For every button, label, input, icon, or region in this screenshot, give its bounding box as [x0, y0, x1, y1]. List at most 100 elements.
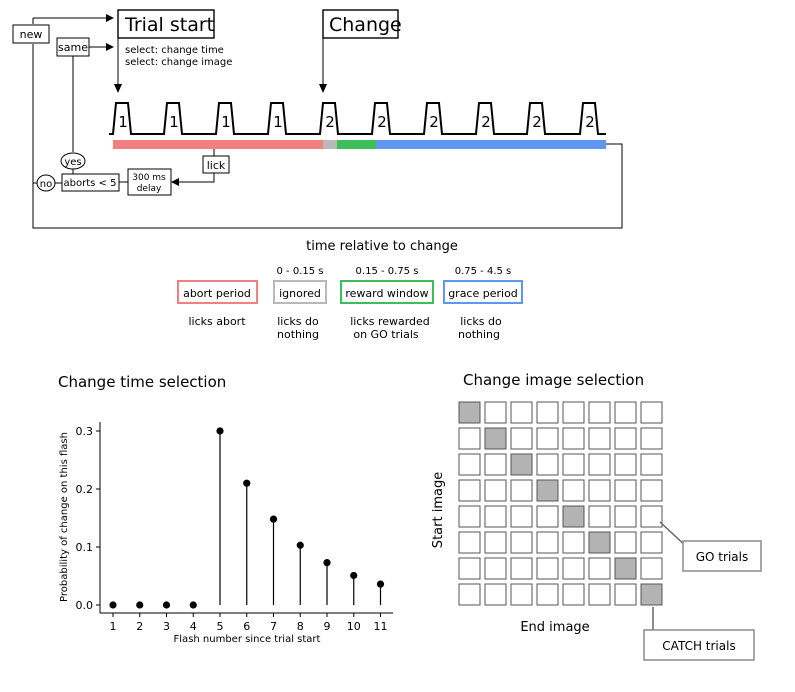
select-change-time: select: change time: [125, 45, 224, 56]
matrix-cells: [458, 401, 663, 606]
x-tick-label-3: 3: [163, 620, 170, 633]
catch-cell: [640, 583, 663, 606]
go-cell: [640, 531, 663, 554]
go-cell: [640, 505, 663, 528]
go-cell: [536, 401, 559, 424]
chart-xlabel: Flash number since trial start: [174, 634, 321, 645]
abort-period-label: abort period: [183, 287, 251, 300]
catch-trials-box: [643, 629, 755, 661]
reward-window-desc-1: licks rewarded: [350, 315, 430, 328]
chart-marks: 1 2 3 4 5 6 7 8 9 10 11 0.0 0.1 0.2 0.3: [76, 425, 388, 633]
go-cell: [614, 505, 637, 528]
catch-cell: [614, 557, 637, 580]
go-cell: [640, 557, 663, 580]
flash-number-1: 1: [118, 113, 128, 131]
grace-period-label: grace period: [448, 287, 518, 300]
ignored-range: 0 - 0.15 s: [277, 266, 324, 277]
x-tick-label-10: 10: [347, 620, 361, 633]
change-image-matrix: Change image selection Start image End i…: [431, 371, 762, 661]
go-cell: [640, 479, 663, 502]
grace-period-desc-1: licks do: [460, 315, 502, 328]
go-cell: [458, 583, 481, 606]
data-point-1: [109, 601, 117, 609]
period-legend: time relative to change abort period lic…: [177, 239, 523, 341]
go-cell: [614, 583, 637, 606]
go-cell: [562, 479, 585, 502]
go-cell: [562, 401, 585, 424]
yes-label: yes: [64, 157, 81, 168]
go-cell: [484, 479, 507, 502]
flash-number-5: 2: [325, 113, 335, 131]
ignored-bar: [323, 140, 337, 149]
change-label: Change: [329, 14, 402, 36]
go-cell: [510, 583, 533, 606]
go-cell: [640, 453, 663, 476]
same-label: same: [58, 41, 88, 54]
flow-diagram: new same Trial start select: change time…: [12, 9, 623, 229]
go-cell: [510, 531, 533, 554]
matrix-title: Change image selection: [463, 371, 644, 389]
go-cell: [458, 453, 481, 476]
go-cell: [484, 557, 507, 580]
x-tick-label-5: 5: [217, 620, 224, 633]
grace-period-box: [443, 280, 523, 304]
grace-period-bar: [376, 140, 606, 149]
go-cell: [458, 427, 481, 450]
new-label: new: [20, 28, 43, 41]
go-cell: [562, 583, 585, 606]
data-point-6: [243, 479, 251, 487]
go-cell: [614, 479, 637, 502]
y-tick-label-0.0: 0.0: [76, 599, 94, 612]
x-tick-label-8: 8: [297, 620, 304, 633]
x-tick-label-2: 2: [136, 620, 143, 633]
catch-cell: [588, 531, 611, 554]
arrowhead-trial-start: [114, 84, 122, 93]
y-tick-label-0.1: 0.1: [76, 541, 94, 554]
y-tick-label-0.3: 0.3: [76, 425, 94, 438]
flash-number-9: 2: [532, 113, 542, 131]
data-point-7: [269, 515, 278, 523]
reward-window-bar: [337, 140, 376, 149]
go-cell: [484, 531, 507, 554]
go-cell: [562, 557, 585, 580]
go-cell: [614, 453, 637, 476]
data-point-10: [350, 571, 358, 580]
go-cell: [536, 453, 559, 476]
data-point-8: [296, 541, 304, 549]
ignored-label: ignored: [279, 287, 321, 300]
go-trials-label: GO trials: [696, 550, 748, 564]
data-point-5: [216, 427, 224, 435]
ignored-box: [273, 280, 327, 304]
ignored-desc-1: licks do: [277, 315, 319, 328]
loop-line: [32, 44, 623, 229]
go-cell: [484, 401, 507, 424]
delay-line-1: 300 ms: [132, 173, 166, 183]
x-tick-label-6: 6: [243, 620, 250, 633]
go-cell: [562, 453, 585, 476]
go-cell: [588, 557, 611, 580]
flash-number-4: 1: [273, 113, 283, 131]
lick-to-delay: [178, 173, 215, 183]
trial-start-label: Trial start: [124, 14, 214, 36]
catch-cell: [510, 453, 533, 476]
abort-period-bar: [113, 140, 323, 149]
chart-title: Change time selection: [58, 373, 226, 391]
go-cell: [458, 557, 481, 580]
go-cell: [536, 427, 559, 450]
no-label: no: [40, 179, 52, 190]
x-tick-label-9: 9: [324, 620, 331, 633]
go-cell: [562, 427, 585, 450]
grace-period-range: 0.75 - 4.5 s: [455, 266, 512, 277]
go-cell: [510, 505, 533, 528]
catch-cell: [562, 505, 585, 528]
abort-period-box: [177, 280, 258, 304]
ignored-desc-2: nothing: [277, 328, 319, 341]
flash-number-6: 2: [377, 113, 387, 131]
go-cell: [536, 557, 559, 580]
go-cell: [614, 401, 637, 424]
go-cell: [510, 557, 533, 580]
data-point-2: [136, 601, 144, 609]
go-cell: [510, 401, 533, 424]
go-cell: [510, 479, 533, 502]
